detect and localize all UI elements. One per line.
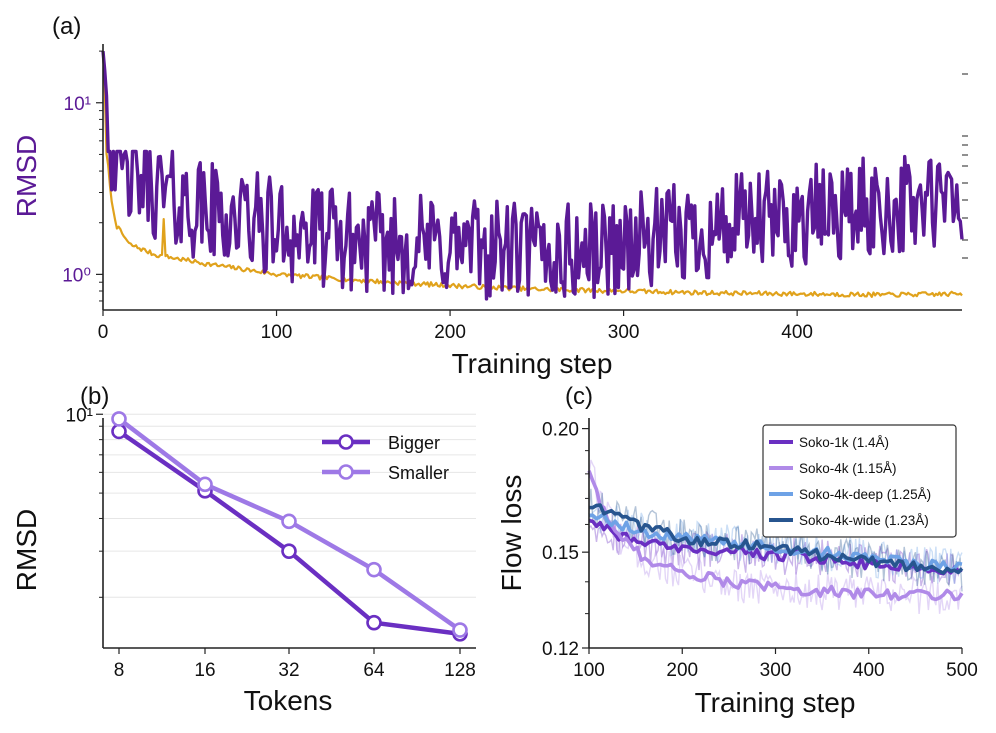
panel-b-point-smaller <box>111 411 127 427</box>
panel-c-legend-label: Soko-4k (1.15Å) <box>799 461 897 476</box>
panel-c-y-tick-label: 0.12 <box>542 639 579 660</box>
panel-c-x-tick-label: 300 <box>760 660 792 681</box>
panel-a-x-tick-label: 400 <box>781 322 813 343</box>
panel-b-point-bigger <box>111 423 127 440</box>
panel-b-legend-label: Smaller <box>388 463 449 483</box>
panel-a-x-tick-label: 0 <box>98 322 109 343</box>
panel-b-point-smaller <box>452 622 468 638</box>
panel-c-x-tick-label: 500 <box>946 660 978 681</box>
panel-b-point-bigger <box>366 614 382 631</box>
panel-c-legend-label: Soko-4k-deep (1.25Å) <box>799 487 931 502</box>
panel-a-series-noisy-line <box>101 50 964 301</box>
panel-a-x-tick-label: 100 <box>261 322 293 343</box>
panel-b-y-axis-label: RMSD <box>11 509 42 591</box>
panel-c-x-tick-label: 100 <box>573 660 605 681</box>
panel-a-right-ticks <box>962 73 968 259</box>
panel-c-label: (c) <box>565 383 593 410</box>
panel-b-x-tick-label: 32 <box>278 660 299 681</box>
panel-b-x-tick-label: 128 <box>444 660 476 681</box>
panel-b-series-line-bigger <box>117 429 461 637</box>
panel-b-legend-marker <box>338 434 354 450</box>
panel-a-y-tick-label: 10⁰ <box>62 265 91 286</box>
panel-b-y-tick-label: 10¹ <box>66 405 93 426</box>
panel-b-legend-label: Bigger <box>388 433 440 453</box>
panel-b-point-smaller <box>366 561 382 578</box>
panel-a-x-tick-label: 200 <box>434 322 466 343</box>
panel-b-x-axis-label: Tokens <box>244 685 333 716</box>
panel-c-legend-box <box>762 424 957 538</box>
panel-a-series-smooth-line <box>101 52 963 298</box>
panel-a-y-axis-label: RMSD <box>11 135 42 217</box>
panel-c-y-axis-label: Flow loss <box>496 475 527 592</box>
panel-a-y-tick-label: 10¹ <box>64 94 91 115</box>
panel-a-label: (a) <box>52 13 81 40</box>
panel-b-x-tick-label: 64 <box>363 660 385 681</box>
panel-c-x-axis-label: Training step <box>695 687 856 718</box>
panel-b-point-smaller <box>281 513 297 530</box>
panel-b-x-tick-label: 16 <box>194 660 215 681</box>
panel-b-legend-marker <box>338 464 354 480</box>
panel-b-x-tick-label: 8 <box>114 660 125 681</box>
panel-a: (a) 0 100 200 300 400 10⁰ 10¹ Training step R… <box>11 13 968 379</box>
panel-a-x-tick-label: 300 <box>608 322 640 343</box>
panel-c-smoothed-line <box>587 470 964 602</box>
panel-c-smoothed-line <box>588 503 964 575</box>
panel-c-legend-label: Soko-1k (1.4Å) <box>799 435 889 450</box>
panel-c-y-tick-label: 0.20 <box>542 420 579 441</box>
panel-c: (c) 100 200 300 400 500 0.20 0.15 0.12 Soko-1k… <box>496 383 978 718</box>
panel-a-x-axis-label: Training step <box>452 348 613 379</box>
panel-c-x-tick-label: 400 <box>853 660 885 681</box>
panel-c-x-tick-label: 200 <box>666 660 698 681</box>
panel-c-legend-label: Soko-4k-wide (1.23Å) <box>799 513 929 528</box>
panel-b-label: (b) <box>80 383 109 410</box>
panel-b-point-bigger <box>281 543 297 559</box>
panel-b-point-smaller <box>197 476 213 493</box>
panel-c-raw-trace <box>588 521 963 587</box>
panel-c-y-tick-label: 0.15 <box>542 543 579 564</box>
